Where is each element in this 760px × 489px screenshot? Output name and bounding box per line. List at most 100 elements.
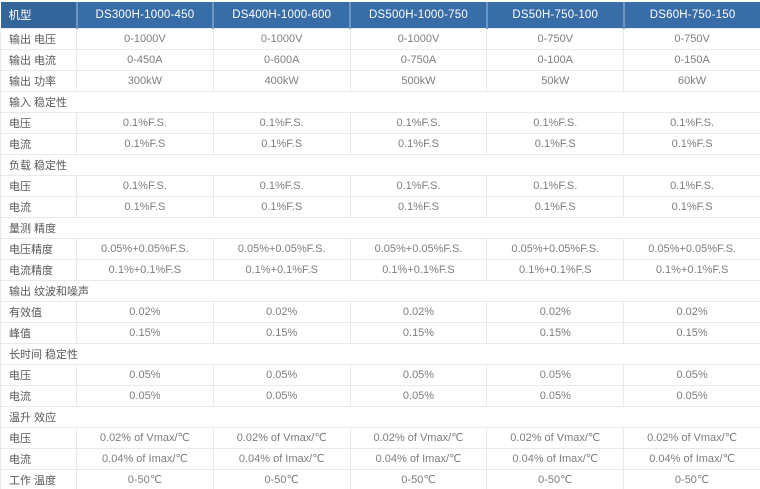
section-label: 温升 效应: [0, 405, 760, 428]
spec-row: 峰值 0.15% 0.15% 0.15% 0.15% 0.15%: [0, 321, 760, 344]
spec-value-cell: 0.04% of Imax/℃: [486, 447, 625, 470]
spec-table-header: 机型 DS300H-1000-450 DS400H-1000-600 DS500…: [0, 2, 760, 28]
spec-value-cell: 0.1%F.S.: [76, 111, 214, 134]
spec-row: 电压 0.1%F.S. 0.1%F.S. 0.1%F.S. 0.1%F.S. 0.1%F.…: [0, 111, 760, 134]
section-row: 量测 精度: [0, 216, 760, 239]
row-label: 工作 温度: [0, 468, 77, 489]
spec-value-cell: 0.1%F.S: [349, 195, 488, 218]
spec-value-cell: 300kW: [76, 69, 214, 92]
spec-value-cell: 0.02%: [212, 300, 351, 323]
row-label: 电流精度: [0, 258, 77, 281]
spec-value-cell: 0-50℃: [349, 468, 488, 489]
spec-value-cell: 0.15%: [486, 321, 625, 344]
spec-value-cell: 0.05%+0.05%F.S.: [623, 237, 760, 260]
spec-value-cell: 0.1%+0.1%F.S: [349, 258, 488, 281]
spec-value-cell: 0.05%+0.05%F.S.: [212, 237, 351, 260]
spec-value-cell: 0.1%F.S.: [486, 111, 625, 134]
section-label: 长时间 稳定性: [0, 342, 760, 365]
spec-value-cell: 0-150A: [623, 48, 760, 71]
section-row: 长时间 稳定性: [0, 342, 760, 365]
spec-value-cell: 0.15%: [623, 321, 760, 344]
row-label: 输出 电压: [0, 27, 77, 50]
spec-value-cell: 0.1%F.S.: [212, 111, 351, 134]
row-label: 电流: [0, 132, 77, 155]
spec-value-cell: 0-1000V: [212, 27, 351, 50]
spec-value-cell: 0.05%: [212, 384, 351, 407]
section-label: 负载 稳定性: [0, 153, 760, 176]
spec-row: 输出 电压 0-1000V 0-1000V 0-1000V 0-750V 0-750V: [0, 27, 760, 50]
spec-value-cell: 0-1000V: [349, 27, 488, 50]
spec-row: 电流 0.1%F.S 0.1%F.S 0.1%F.S 0.1%F.S 0.1%F.S: [0, 132, 760, 155]
spec-value-cell: 0-600A: [212, 48, 351, 71]
spec-row: 电流 0.05% 0.05% 0.05% 0.05% 0.05%: [0, 384, 760, 407]
row-label: 电压: [0, 363, 77, 386]
column-header-model-3: DS500H-1000-750: [349, 2, 487, 28]
spec-value-cell: 0.02% of Vmax/℃: [349, 426, 488, 449]
spec-value-cell: 0.05%+0.05%F.S.: [76, 237, 214, 260]
spec-row: 输出 功率 300kW 400kW 500kW 50kW 60kW: [0, 69, 760, 92]
spec-value-cell: 0.1%F.S.: [623, 174, 760, 197]
spec-value-cell: 0.1%F.S.: [76, 174, 214, 197]
header-row: 机型 DS300H-1000-450 DS400H-1000-600 DS500…: [0, 2, 760, 28]
spec-value-cell: 0.1%F.S: [623, 195, 760, 218]
spec-row: 电压 0.05% 0.05% 0.05% 0.05% 0.05%: [0, 363, 760, 386]
spec-value-cell: 0.05%: [349, 384, 488, 407]
spec-row: 工作 温度 0-50℃ 0-50℃ 0-50℃ 0-50℃ 0-50℃: [0, 468, 760, 489]
spec-value-cell: 0-750V: [623, 27, 760, 50]
spec-value-cell: 0.02%: [486, 300, 625, 323]
spec-value-cell: 50kW: [486, 69, 625, 92]
spec-row: 电压 0.1%F.S. 0.1%F.S. 0.1%F.S. 0.1%F.S. 0.1%F.…: [0, 174, 760, 197]
spec-value-cell: 0.05%: [212, 363, 351, 386]
spec-value-cell: 0-450A: [76, 48, 214, 71]
spec-value-cell: 0.02%: [623, 300, 760, 323]
row-label: 输出 电流: [0, 48, 77, 71]
spec-value-cell: 0.04% of Imax/℃: [623, 447, 760, 470]
spec-row: 电流 0.04% of Imax/℃ 0.04% of Imax/℃ 0.04% of…: [0, 447, 760, 470]
column-header-model-1: DS300H-1000-450: [75, 2, 214, 28]
section-row: 温升 效应: [0, 405, 760, 428]
spec-value-cell: 0.15%: [212, 321, 351, 344]
row-label: 电流: [0, 447, 77, 470]
spec-value-cell: 0.1%F.S: [76, 132, 214, 155]
spec-value-cell: 0.1%F.S: [486, 195, 625, 218]
spec-value-cell: 0.1%+0.1%F.S: [486, 258, 625, 281]
row-label: 输出 功率: [0, 69, 77, 92]
spec-row: 电压 0.02% of Vmax/℃ 0.02% of Vmax/℃ 0.02% of…: [0, 426, 760, 449]
spec-value-cell: 0.04% of Imax/℃: [76, 447, 214, 470]
column-header-model-2: DS400H-1000-600: [212, 2, 351, 28]
spec-value-cell: 0.1%+0.1%F.S: [212, 258, 351, 281]
row-label: 峰值: [0, 321, 77, 344]
spec-row: 电流 0.1%F.S 0.1%F.S 0.1%F.S 0.1%F.S 0.1%F.S: [0, 195, 760, 218]
spec-row: 输出 电流 0-450A 0-600A 0-750A 0-100A 0-150A: [0, 48, 760, 71]
spec-value-cell: 0.05%+0.05%F.S.: [486, 237, 625, 260]
spec-value-cell: 0-50℃: [76, 468, 214, 489]
row-label: 电压精度: [0, 237, 77, 260]
spec-value-cell: 0.05%: [349, 363, 488, 386]
column-header-model-label: 机型: [0, 2, 77, 28]
spec-value-cell: 0.05%: [623, 363, 760, 386]
spec-value-cell: 0.05%: [623, 384, 760, 407]
spec-value-cell: 0.1%F.S.: [349, 174, 488, 197]
spec-value-cell: 0-50℃: [486, 468, 625, 489]
spec-value-cell: 0.02%: [349, 300, 488, 323]
spec-value-cell: 0.05%: [486, 363, 625, 386]
spec-value-cell: 0-750A: [349, 48, 488, 71]
spec-row: 电流精度 0.1%+0.1%F.S 0.1%+0.1%F.S 0.1%+0.1%F.S…: [0, 258, 760, 281]
row-label: 电压: [0, 111, 77, 134]
section-row: 输入 稳定性: [0, 90, 760, 113]
spec-value-cell: 0.05%: [76, 384, 214, 407]
row-label: 有效值: [0, 300, 77, 323]
spec-value-cell: 0.04% of Imax/℃: [212, 447, 351, 470]
spec-value-cell: 0.1%F.S.: [349, 111, 488, 134]
spec-value-cell: 0.1%F.S.: [486, 174, 625, 197]
spec-value-cell: 0.04% of Imax/℃: [349, 447, 488, 470]
spec-value-cell: 0.05%+0.05%F.S.: [349, 237, 488, 260]
section-label: 输入 稳定性: [0, 90, 760, 113]
spec-value-cell: 0-100A: [486, 48, 625, 71]
spec-value-cell: 0.02% of Vmax/℃: [486, 426, 625, 449]
row-label: 电压: [0, 426, 77, 449]
row-label: 电流: [0, 384, 77, 407]
spec-value-cell: 0.1%F.S: [623, 132, 760, 155]
spec-value-cell: 0.1%F.S.: [212, 174, 351, 197]
